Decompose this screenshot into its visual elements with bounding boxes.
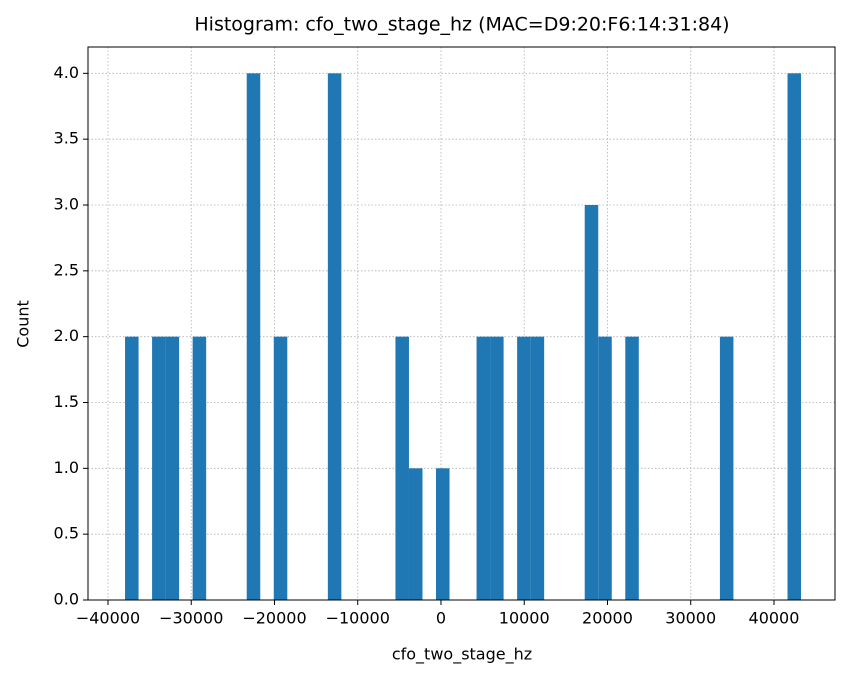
- plot-frame: [87, 46, 836, 601]
- bar: [273, 336, 288, 600]
- y-tick-label: 3.5: [54, 129, 79, 148]
- y-tick-label: 4.0: [54, 63, 79, 82]
- bar: [125, 336, 139, 600]
- y-tick-label: 1.0: [54, 458, 79, 477]
- bar: [395, 336, 409, 600]
- x-tick-label: 10000: [499, 609, 550, 628]
- bar: [598, 336, 612, 600]
- x-tick-label: −30000: [159, 609, 223, 628]
- bar: [625, 336, 639, 600]
- bar: [476, 336, 491, 600]
- bar: [530, 336, 545, 600]
- x-tick-label: 0: [436, 609, 446, 628]
- y-tick-label: 2.0: [54, 326, 79, 345]
- x-tick-label: 30000: [665, 609, 716, 628]
- y-tick-label: 0.5: [54, 524, 79, 543]
- y-tick-label: 2.5: [54, 260, 79, 279]
- bar: [165, 336, 180, 600]
- bar: [584, 205, 599, 600]
- x-tick-label: −40000: [76, 609, 140, 628]
- bar: [517, 336, 531, 600]
- y-axis-label: Count: [14, 300, 33, 348]
- bar: [719, 336, 734, 600]
- bar: [327, 73, 342, 601]
- bar: [490, 336, 504, 600]
- x-tick-label: −20000: [242, 609, 306, 628]
- y-tick-label: 1.5: [54, 392, 79, 411]
- y-tick-label: 0.0: [54, 590, 79, 609]
- y-tick-label: 3.0: [54, 195, 79, 214]
- x-tick-label: 20000: [582, 609, 633, 628]
- bar: [152, 336, 166, 600]
- x-axis-label: cfo_two_stage_hz: [392, 645, 532, 665]
- bar: [408, 468, 423, 600]
- bar: [787, 73, 802, 601]
- bar: [192, 336, 207, 600]
- bar: [246, 73, 261, 601]
- chart-title: Histogram: cfo_two_stage_hz (MAC=D9:20:F…: [194, 14, 729, 36]
- x-tick-label: −10000: [326, 609, 390, 628]
- x-tick-label: 40000: [749, 609, 800, 628]
- bar: [436, 468, 450, 600]
